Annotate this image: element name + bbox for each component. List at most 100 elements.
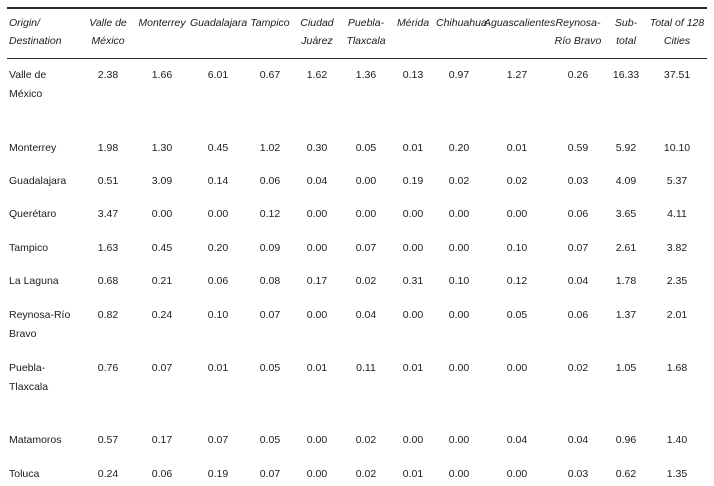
value-cell: 0.05	[506, 308, 528, 321]
value-cell: 0.01	[402, 467, 424, 480]
value-cell: 0.02	[448, 175, 470, 188]
column-header: Aguascalientes	[483, 8, 555, 59]
value-cell: 0.07	[259, 467, 281, 480]
value-cell: 1.68	[666, 361, 688, 374]
value-cell: 37.51	[663, 68, 691, 81]
column-header: Puebla- Tlaxcala	[341, 8, 391, 59]
value-cell: 0.21	[151, 275, 173, 288]
value-cell: 0.67	[259, 68, 281, 81]
value-cell: 0.02	[355, 275, 377, 288]
value-cell: 0.02	[355, 467, 377, 480]
table-row: La Laguna 0.68 0.21 0.06 0.08 0.17 0.02 0.31 0.1…	[7, 265, 707, 298]
value-cell: 0.00	[355, 175, 377, 188]
value-cell: 0.00	[402, 434, 424, 447]
table-row: Guadalajara 0.51 3.09 0.14 0.06 0.04 0.00 0.19 0…	[7, 165, 707, 198]
column-header: Ciudad Juárez	[293, 8, 341, 59]
value-cell: 0.04	[567, 434, 589, 447]
value-cell: 0.00	[448, 308, 470, 321]
value-cell: 0.04	[355, 308, 377, 321]
value-cell: 0.06	[259, 175, 281, 188]
value-cell: 0.00	[448, 361, 470, 374]
value-cell: 0.07	[151, 361, 173, 374]
value-cell: 0.19	[402, 175, 424, 188]
value-cell: 0.04	[306, 175, 328, 188]
value-cell: 3.09	[151, 175, 173, 188]
table-row: Matamoros 0.57 0.17 0.07 0.05 0.00 0.02 0.00 0.0…	[7, 424, 707, 457]
value-cell: 0.00	[402, 208, 424, 221]
value-cell: 1.78	[615, 275, 637, 288]
value-cell: 0.03	[567, 467, 589, 480]
value-cell: 0.45	[151, 241, 173, 254]
row-header: Monterrey	[9, 141, 57, 154]
value-cell: 0.00	[448, 434, 470, 447]
value-cell: 0.07	[567, 241, 589, 254]
value-cell: 1.62	[306, 68, 328, 81]
value-cell: 0.12	[259, 208, 281, 221]
value-cell: 0.02	[506, 175, 528, 188]
value-cell: 5.37	[666, 175, 688, 188]
table-row: Toluca 0.24 0.06 0.19 0.07 0.00 0.02 0.01 0.00 0.…	[7, 458, 707, 486]
value-cell: 4.11	[667, 208, 687, 221]
column-header: Sub- total	[605, 8, 647, 59]
value-cell: 0.01	[402, 361, 424, 374]
value-cell: 0.00	[306, 208, 328, 221]
value-cell: 0.20	[448, 141, 470, 154]
value-cell: 0.09	[259, 241, 281, 254]
column-header: Total of 128 Cities	[647, 8, 707, 59]
value-cell: 0.00	[506, 467, 528, 480]
value-cell: 0.06	[207, 275, 229, 288]
value-cell: 0.00	[448, 241, 470, 254]
value-cell: 0.06	[567, 208, 589, 221]
value-cell: 0.57	[97, 434, 119, 447]
table-row: Puebla-Tlaxcala 0.76 0.07 0.01 0.05 0.01 0.11 0…	[7, 352, 707, 425]
value-cell: 0.11	[356, 361, 376, 374]
value-cell: 0.97	[448, 68, 470, 81]
value-cell: 1.30	[151, 141, 173, 154]
value-cell: 0.14	[207, 175, 229, 188]
value-cell: 0.02	[567, 361, 589, 374]
value-cell: 0.00	[306, 467, 328, 480]
value-cell: 2.61	[615, 241, 637, 254]
value-cell: 0.13	[402, 68, 424, 81]
row-header: Reynosa-Río Bravo	[9, 308, 71, 341]
value-cell: 0.00	[506, 361, 528, 374]
value-cell: 3.82	[666, 241, 688, 254]
row-header: Guadalajara	[9, 175, 67, 188]
value-cell: 1.35	[666, 467, 688, 480]
value-cell: 0.00	[207, 208, 229, 221]
value-cell: 3.65	[615, 208, 637, 221]
value-cell: 0.59	[567, 141, 589, 154]
value-cell: 0.26	[567, 68, 589, 81]
value-cell: 0.00	[306, 434, 328, 447]
value-cell: 0.10	[448, 275, 470, 288]
value-cell: 0.00	[402, 308, 424, 321]
header-row: Origin/ Destination Valle de México Monter…	[7, 8, 707, 59]
value-cell: 0.00	[448, 208, 470, 221]
value-cell: 0.00	[355, 208, 377, 221]
column-header: Reynosa- Río Bravo	[551, 8, 605, 59]
value-cell: 0.76	[97, 361, 119, 374]
value-cell: 0.07	[207, 434, 229, 447]
value-cell: 0.12	[506, 275, 528, 288]
value-cell: 0.31	[402, 275, 424, 288]
value-cell: 0.01	[306, 361, 328, 374]
value-cell: 0.01	[207, 361, 229, 374]
value-cell: 0.07	[355, 241, 377, 254]
value-cell: 0.04	[506, 434, 528, 447]
value-cell: 0.01	[506, 141, 528, 154]
value-cell: 0.05	[259, 434, 281, 447]
row-header: Tampico	[9, 241, 49, 254]
value-cell: 0.00	[306, 241, 328, 254]
row-header: Toluca	[9, 467, 40, 480]
table-row: Reynosa-Río Bravo 0.82 0.24 0.10 0.07 0.00 0.0…	[7, 299, 707, 352]
value-cell: 4.09	[615, 175, 637, 188]
value-cell: 0.06	[151, 467, 173, 480]
value-cell: 0.00	[151, 208, 173, 221]
value-cell: 0.17	[151, 434, 173, 447]
row-header: Puebla-Tlaxcala	[9, 361, 49, 393]
value-cell: 0.24	[151, 308, 173, 321]
column-header: Guadalajara	[189, 8, 247, 59]
table-row: Querétaro 3.47 0.00 0.00 0.12 0.00 0.00 0.00 0.0…	[7, 198, 707, 231]
value-cell: 0.20	[207, 241, 229, 254]
